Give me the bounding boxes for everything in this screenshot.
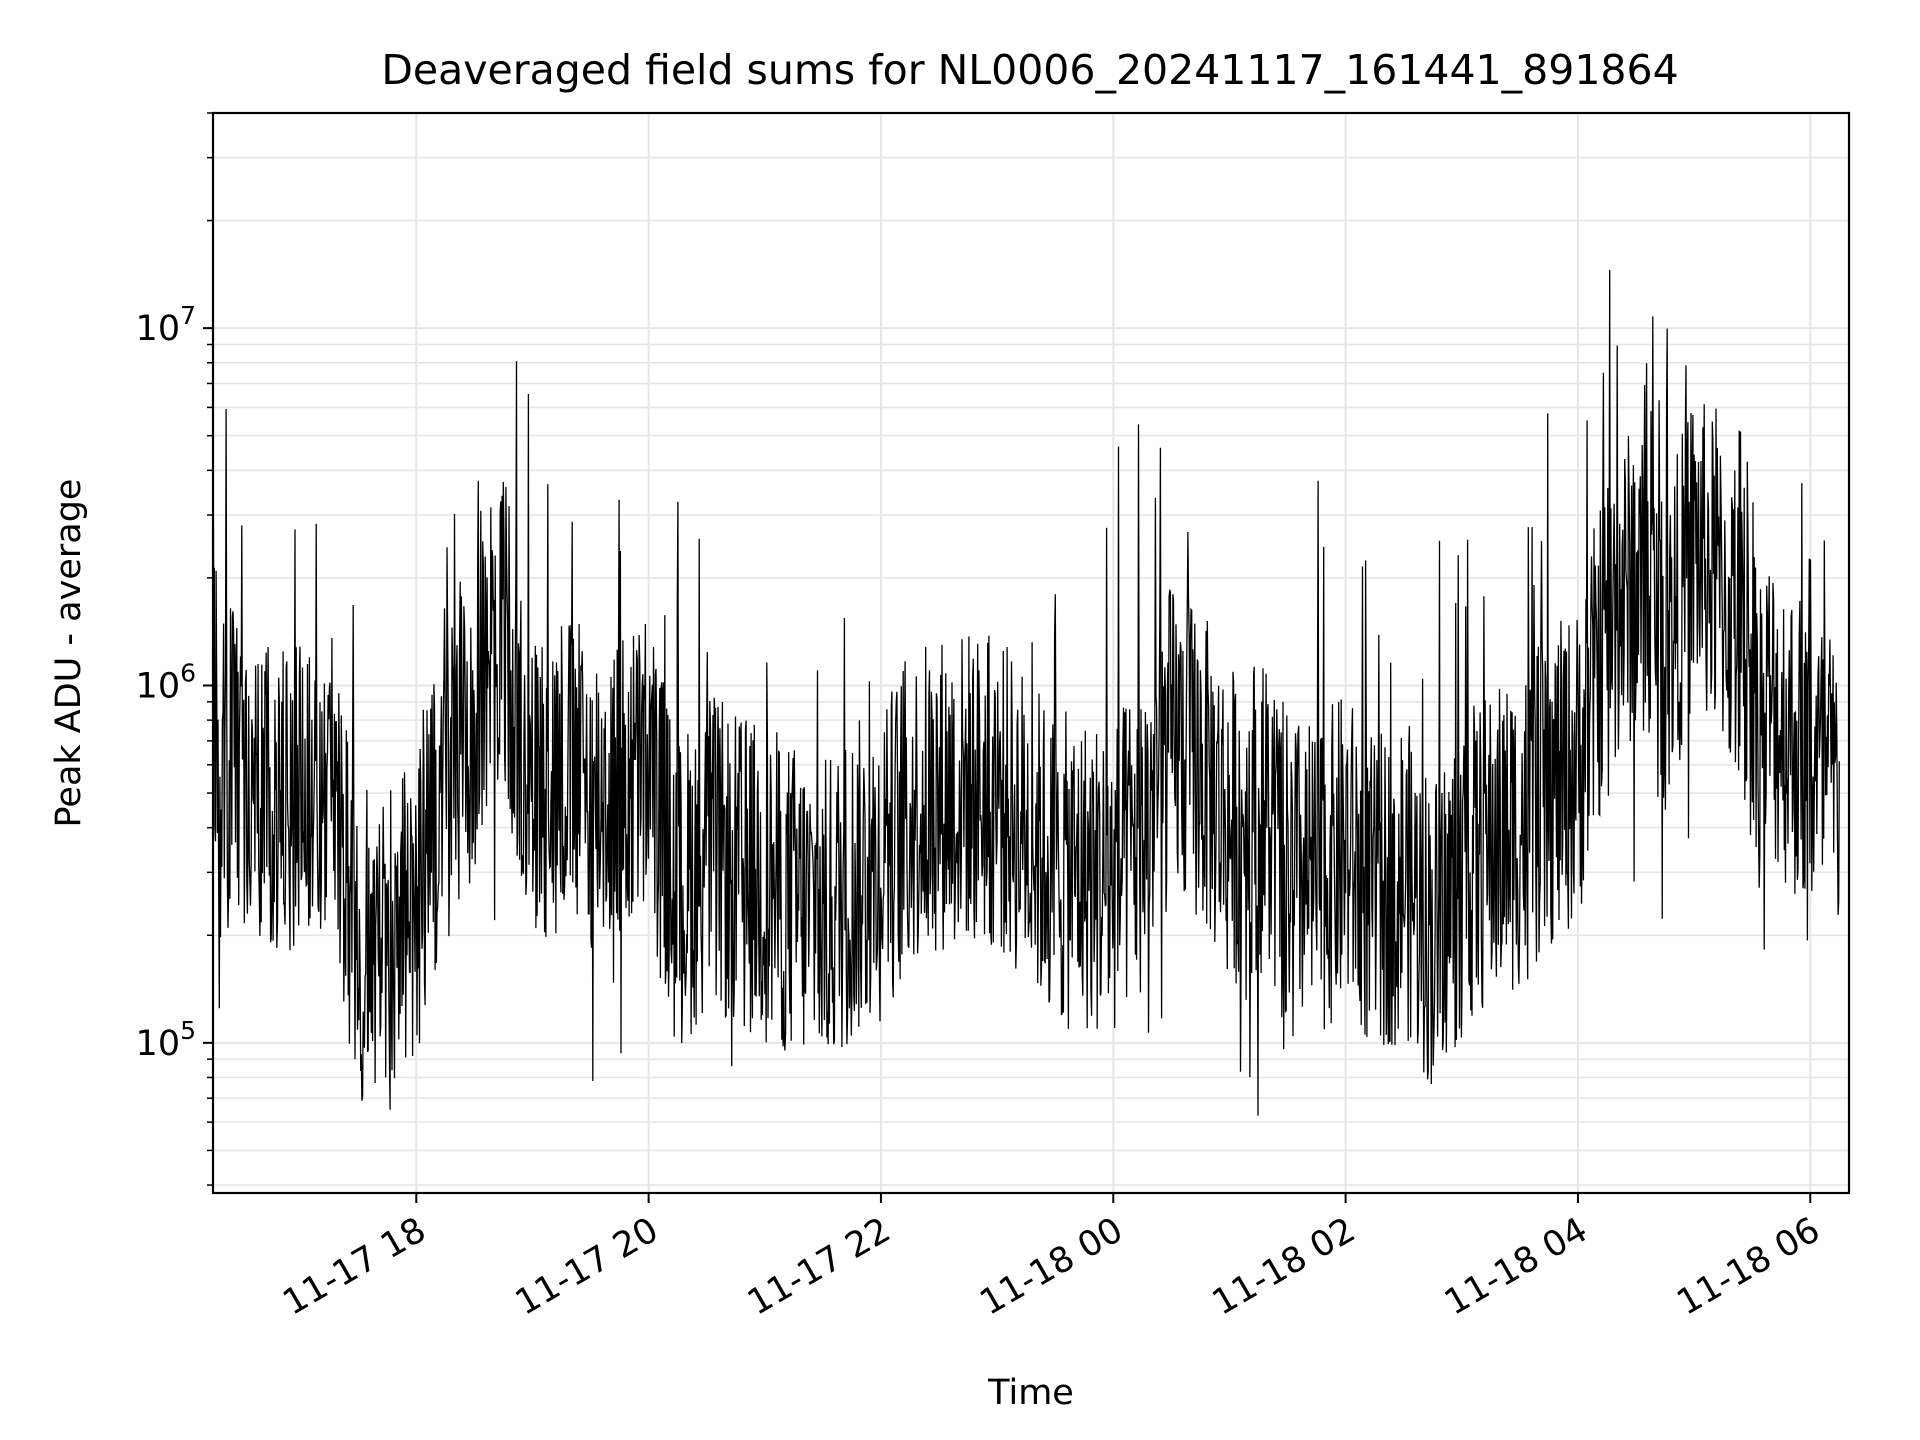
y-tick-label: 107: [136, 301, 196, 349]
chart-title: Deaveraged field sums for NL0006_2024111…: [381, 46, 1678, 94]
y-tick-exponent: 5: [180, 1016, 196, 1045]
x-tick-label: 11-17 22: [741, 1210, 897, 1323]
x-tick-label: 11-17 18: [276, 1210, 432, 1323]
y-tick-exponent: 7: [180, 301, 196, 330]
y-tick-label: 105: [136, 1016, 196, 1064]
x-tick-label: 11-18 00: [973, 1210, 1129, 1323]
data-series: [212, 269, 1840, 1116]
x-tick-label: 11-17 20: [509, 1210, 665, 1323]
x-tick-label: 11-18 02: [1206, 1210, 1362, 1323]
plot-area-frame: [211, 111, 1851, 1195]
x-tick-label: 11-18 04: [1438, 1210, 1594, 1323]
series-line: [212, 269, 1840, 1116]
y-tick-base: 10: [136, 1024, 181, 1064]
y-axis-label: Peak ADU - average: [49, 479, 89, 828]
x-tick-label: 11-18 06: [1670, 1210, 1826, 1323]
y-tick-exponent: 6: [180, 658, 196, 687]
x-axis: 11-17 18 11-17 20 11-17 22 11-18 00 11-18 02…: [276, 1193, 1827, 1323]
y-tick-label: 106: [136, 658, 196, 706]
x-axis-label: Time: [987, 1373, 1074, 1413]
grid-lines: [213, 112, 1849, 1193]
y-tick-base: 10: [136, 666, 181, 706]
y-tick-base: 10: [136, 309, 181, 349]
